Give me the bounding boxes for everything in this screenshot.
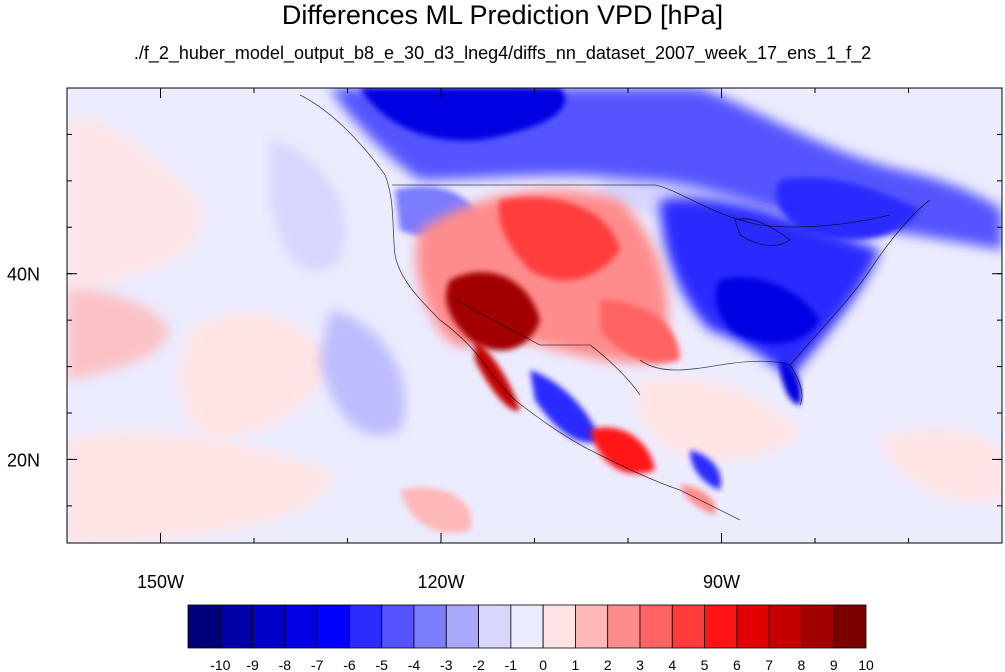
colorbar-swatch [833,604,867,649]
colorbar-swatch [639,604,673,649]
colorbar-label: 1 [572,657,580,672]
gulf-coast-line [639,359,803,406]
contour-field [67,88,1002,543]
baja-red [475,340,520,411]
colorbar-swatch [187,604,221,649]
colorbar-label: -6 [343,657,356,672]
colorbar-swatch [575,604,609,649]
blue-pacific-2 [320,310,406,436]
sw-red-mid [499,197,620,281]
colorbar-swatch [768,604,802,649]
axis-ticks: 150W 120W 90W 40N 20N [7,87,1003,592]
great-lakes-outline [734,218,791,246]
colorbar-label: 3 [636,657,644,672]
colorbar-swatch [316,604,350,649]
colorbar-swatch [381,604,415,649]
mexico-coast-line [514,399,741,521]
colorbar-label: -2 [472,657,485,672]
colorbar-label: 4 [668,657,676,672]
texas-red [600,300,680,364]
colorbar: -10 -9 -8 -7 -6 -5 -4 -3 -2 -1 0 1 2 3 4 5 6 7 8 9 10 [187,604,874,672]
colorbar-swatch [704,604,738,649]
us-mexico-border [454,299,641,396]
colorbar-label: 8 [798,657,806,672]
colorbar-label: -1 [505,657,518,672]
colorbar-swatch [510,604,544,649]
colorbar-label: -8 [279,657,292,672]
colorbar-label: -4 [408,657,421,672]
colorbar-label: -5 [375,657,388,672]
colorbar-swatch [413,604,447,649]
mexico-blue [530,370,600,443]
pink-atlantic [880,429,1002,503]
central-america-blue [690,450,721,490]
colorbar-swatch [445,604,479,649]
colorbar-swatch [252,604,286,649]
mexico-red [590,427,655,474]
colorbar-label: 7 [765,657,773,672]
east-coast-line [789,199,931,366]
pink-south-pacific [67,431,331,543]
pink-west-pacific-south [67,290,170,380]
east-us-core [715,277,820,344]
page-subtitle: ./f_2_huber_model_output_b8_e_30_d3_lneg… [133,43,872,63]
colorbar-swatch [607,604,641,649]
colorbar-label: 2 [604,657,612,672]
florida-blue [780,360,802,405]
colorbar-label: 10 [858,657,874,672]
colorbar-label: -9 [246,657,259,672]
colorbar-swatch [671,604,705,649]
page-title: Differences ML Prediction VPD [hPa] [281,0,724,30]
us-canada-border [392,184,891,228]
canada-dark-core [360,88,566,141]
pink-gulf [636,377,800,461]
colorbar-label: 5 [701,657,709,672]
colorbar-label: -7 [311,657,324,672]
lat-tick-label: 40N [7,265,40,285]
canada-east-core [776,177,920,241]
colorbar-label: 0 [539,657,547,672]
colorbar-label: -10 [210,657,230,672]
colorbar-swatch [542,604,576,649]
central-america-red [680,485,716,515]
lat-tick-label: 20N [7,450,40,470]
colorbar-swatch [801,604,835,649]
pink-pacific-red-spots [400,487,472,534]
lon-tick-label: 90W [703,572,740,592]
colorbar-swatch [349,604,383,649]
colorbar-label: 6 [733,657,741,672]
sw-red-core [446,272,540,351]
pink-west-pacific [67,118,202,301]
colorbar-label: -3 [440,657,453,672]
colorbar-swatch [478,604,512,649]
colorbar-label: 9 [830,657,838,672]
lon-tick-label: 150W [137,572,184,592]
colorbar-swatch [284,604,318,649]
west-coast-line [299,94,516,401]
blue-pacific-1 [270,140,346,272]
pink-mid-pacific [180,313,330,440]
colorbar-swatch [736,604,770,649]
coastlines [299,94,931,521]
lon-tick-label: 120W [417,572,464,592]
colorbar-swatch [219,604,253,649]
